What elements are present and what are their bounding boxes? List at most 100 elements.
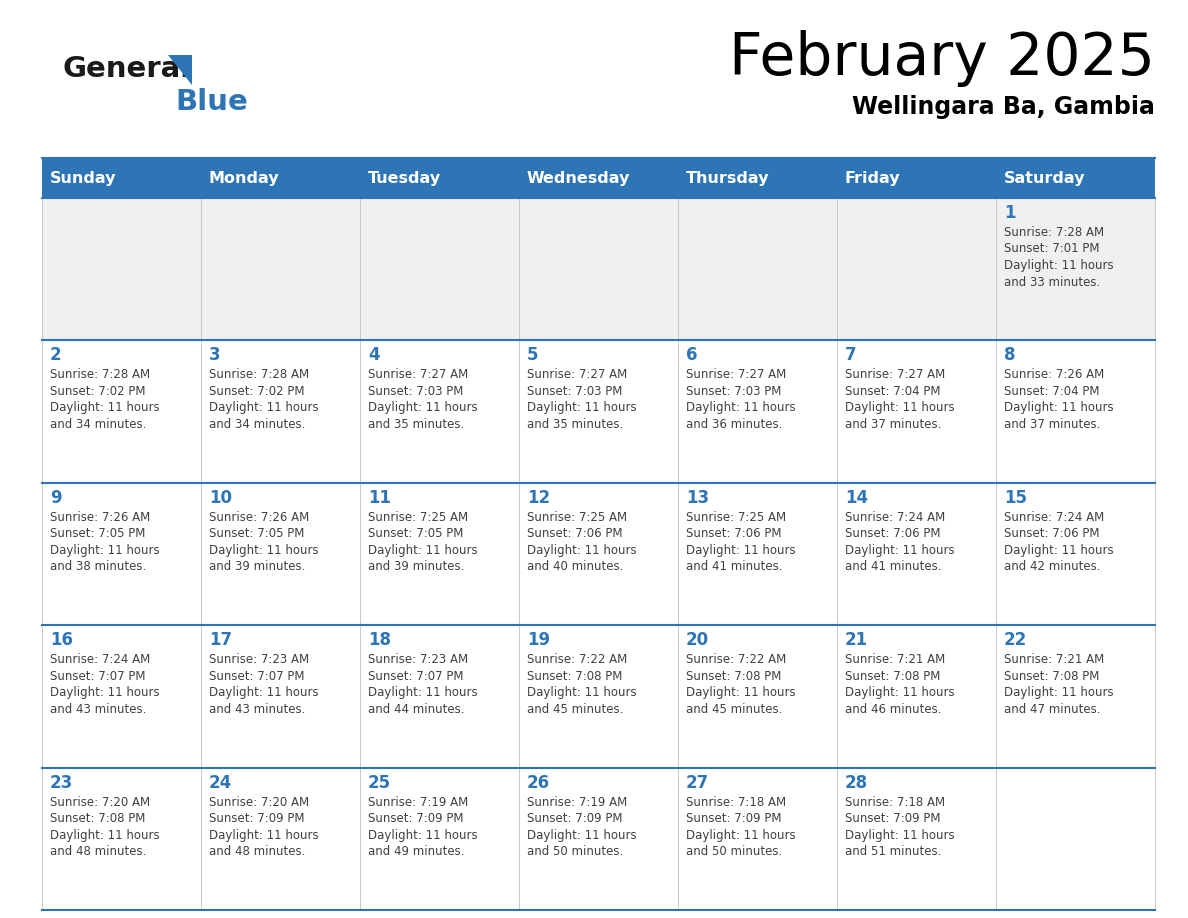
Text: Sunset: 7:07 PM: Sunset: 7:07 PM [50,670,145,683]
Text: Sunrise: 7:25 AM: Sunrise: 7:25 AM [685,510,786,524]
Text: Sunrise: 7:26 AM: Sunrise: 7:26 AM [50,510,150,524]
Bar [360,341,519,483]
Text: Monday: Monday [209,171,279,185]
Text: Sunset: 7:09 PM: Sunset: 7:09 PM [685,812,782,825]
Text: Friday: Friday [845,171,901,185]
Text: Daylight: 11 hours: Daylight: 11 hours [685,686,796,700]
Text: Daylight: 11 hours: Daylight: 11 hours [368,829,478,842]
Text: Daylight: 11 hours: Daylight: 11 hours [50,401,159,414]
Text: Sunrise: 7:18 AM: Sunrise: 7:18 AM [685,796,786,809]
Text: 21: 21 [845,632,868,649]
Text: Sunrise: 7:27 AM: Sunrise: 7:27 AM [527,368,627,381]
Text: Sunrise: 7:26 AM: Sunrise: 7:26 AM [1004,368,1105,381]
Text: and 39 minutes.: and 39 minutes. [368,560,465,574]
Text: Sunrise: 7:23 AM: Sunrise: 7:23 AM [209,654,309,666]
Text: Daylight: 11 hours: Daylight: 11 hours [368,543,478,557]
Bar [519,198,678,341]
Text: and 48 minutes.: and 48 minutes. [209,845,305,858]
Text: Daylight: 11 hours: Daylight: 11 hours [845,829,955,842]
Text: Sunrise: 7:19 AM: Sunrise: 7:19 AM [368,796,468,809]
Text: Sunrise: 7:28 AM: Sunrise: 7:28 AM [1004,226,1104,239]
Text: and 43 minutes.: and 43 minutes. [209,702,305,716]
Text: Daylight: 11 hours: Daylight: 11 hours [209,543,318,557]
Text: Sunset: 7:09 PM: Sunset: 7:09 PM [527,812,623,825]
Text: Sunset: 7:06 PM: Sunset: 7:06 PM [527,527,623,541]
Text: and 46 minutes.: and 46 minutes. [845,702,942,716]
Text: Sunset: 7:04 PM: Sunset: 7:04 PM [845,385,941,397]
Bar [996,341,1155,483]
Text: Sunset: 7:02 PM: Sunset: 7:02 PM [50,385,145,397]
Text: 24: 24 [209,774,232,791]
Text: Sunset: 7:02 PM: Sunset: 7:02 PM [209,385,304,397]
Text: Daylight: 11 hours: Daylight: 11 hours [1004,543,1113,557]
Text: Daylight: 11 hours: Daylight: 11 hours [1004,401,1113,414]
Text: Sunset: 7:05 PM: Sunset: 7:05 PM [209,527,304,541]
Text: Sunset: 7:05 PM: Sunset: 7:05 PM [50,527,145,541]
Text: Daylight: 11 hours: Daylight: 11 hours [368,686,478,700]
Text: Sunset: 7:09 PM: Sunset: 7:09 PM [209,812,304,825]
Text: and 35 minutes.: and 35 minutes. [368,418,465,431]
Text: Sunrise: 7:21 AM: Sunrise: 7:21 AM [845,654,946,666]
Bar [360,198,519,341]
Text: Daylight: 11 hours: Daylight: 11 hours [209,401,318,414]
Text: Sunrise: 7:25 AM: Sunrise: 7:25 AM [368,510,468,524]
Text: Sunset: 7:08 PM: Sunset: 7:08 PM [685,670,782,683]
Bar [201,767,360,910]
Bar [42,198,201,341]
Text: 15: 15 [1004,488,1026,507]
Text: Sunrise: 7:27 AM: Sunrise: 7:27 AM [368,368,468,381]
Text: Daylight: 11 hours: Daylight: 11 hours [209,829,318,842]
Text: Sunset: 7:03 PM: Sunset: 7:03 PM [527,385,623,397]
Bar [519,625,678,767]
Text: and 33 minutes.: and 33 minutes. [1004,275,1100,288]
Bar [678,625,838,767]
Text: 18: 18 [368,632,391,649]
Text: Sunrise: 7:27 AM: Sunrise: 7:27 AM [845,368,946,381]
Text: and 44 minutes.: and 44 minutes. [368,702,465,716]
Text: Daylight: 11 hours: Daylight: 11 hours [368,401,478,414]
Bar [996,625,1155,767]
Text: and 40 minutes.: and 40 minutes. [527,560,624,574]
Text: 17: 17 [209,632,232,649]
Text: Sunset: 7:08 PM: Sunset: 7:08 PM [1004,670,1099,683]
Text: 23: 23 [50,774,74,791]
Text: 28: 28 [845,774,868,791]
Text: and 36 minutes.: and 36 minutes. [685,418,783,431]
Text: Sunset: 7:03 PM: Sunset: 7:03 PM [368,385,463,397]
Bar [201,625,360,767]
Text: Sunset: 7:04 PM: Sunset: 7:04 PM [1004,385,1100,397]
Text: Daylight: 11 hours: Daylight: 11 hours [685,829,796,842]
Text: and 50 minutes.: and 50 minutes. [685,845,782,858]
Text: Daylight: 11 hours: Daylight: 11 hours [527,401,637,414]
Text: Sunrise: 7:28 AM: Sunrise: 7:28 AM [209,368,309,381]
Text: and 34 minutes.: and 34 minutes. [50,418,146,431]
Polygon shape [168,55,192,85]
Text: 2: 2 [50,346,62,364]
Text: Blue: Blue [175,88,248,116]
Text: Daylight: 11 hours: Daylight: 11 hours [685,401,796,414]
Text: Saturday: Saturday [1004,171,1086,185]
Text: Sunrise: 7:23 AM: Sunrise: 7:23 AM [368,654,468,666]
Text: Sunset: 7:07 PM: Sunset: 7:07 PM [209,670,304,683]
Text: Daylight: 11 hours: Daylight: 11 hours [1004,686,1113,700]
Text: 20: 20 [685,632,709,649]
Text: 5: 5 [527,346,538,364]
Bar [42,625,201,767]
Text: 1: 1 [1004,204,1016,222]
Text: and 38 minutes.: and 38 minutes. [50,560,146,574]
Bar [42,158,1155,198]
Text: Daylight: 11 hours: Daylight: 11 hours [527,829,637,842]
Text: Sunset: 7:01 PM: Sunset: 7:01 PM [1004,242,1100,255]
Bar [996,483,1155,625]
Text: Daylight: 11 hours: Daylight: 11 hours [685,543,796,557]
Text: Daylight: 11 hours: Daylight: 11 hours [1004,259,1113,272]
Text: Sunrise: 7:24 AM: Sunrise: 7:24 AM [1004,510,1105,524]
Text: 16: 16 [50,632,72,649]
Text: 6: 6 [685,346,697,364]
Text: Daylight: 11 hours: Daylight: 11 hours [527,543,637,557]
Bar [519,341,678,483]
Bar [996,767,1155,910]
Text: and 39 minutes.: and 39 minutes. [209,560,305,574]
Bar [838,625,996,767]
Bar [360,625,519,767]
